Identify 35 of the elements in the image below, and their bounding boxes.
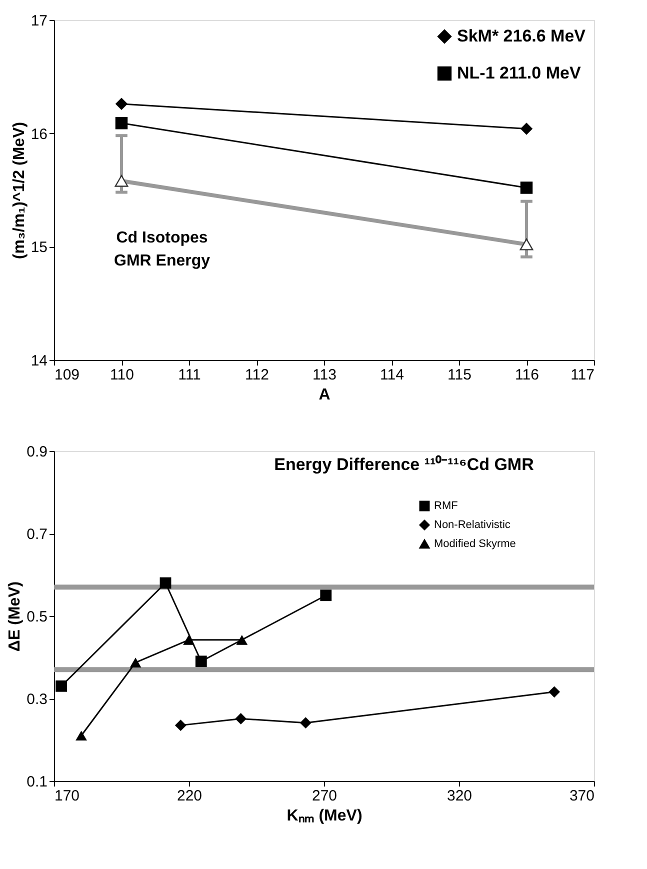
x-tick-label: 113 (312, 366, 336, 384)
y-tick-label: 0.3 (26, 691, 48, 708)
x-tick-label: 320 (446, 788, 472, 804)
annotation: GMR Energy (114, 252, 210, 270)
y-tick-label: 14 (30, 352, 48, 370)
annotation: Cd Isotopes (116, 230, 208, 247)
y-tick-label: 16 (30, 126, 48, 143)
legend-label: SkM* 216.6 MeV (457, 26, 586, 46)
x-axis-title: A (318, 386, 331, 404)
x-tick-label: 220 (176, 788, 202, 804)
x-tick-label: 114 (380, 366, 404, 384)
x-tick-label: 111 (178, 366, 201, 384)
x-tick-label: 116 (515, 366, 539, 384)
y-axis-title: (m₃/m₁)^1/2 (MeV) (10, 122, 28, 260)
y-tick-label: 0.7 (26, 526, 48, 543)
x-tick-label: 117 (570, 366, 594, 384)
x-tick-label: 170 (54, 788, 80, 804)
x-tick-label: 270 (312, 788, 338, 804)
x-tick-label: 115 (448, 366, 472, 384)
y-tick-label: 0.5 (26, 608, 48, 626)
x-tick-label: 109 (54, 366, 80, 384)
y-tick-label: 15 (30, 239, 48, 256)
x-tick-label: 110 (110, 366, 134, 384)
y-tick-label: 17 (30, 12, 48, 30)
legend-label: NL-1 211.0 MeV (457, 64, 582, 82)
y-tick-label: 0.9 (26, 444, 48, 460)
x-axis-title: Kₙₘ (MeV) (286, 808, 362, 824)
legend-label: RMF (434, 500, 458, 512)
legend-label: Modified Skyrme (434, 538, 516, 550)
y-tick-label: 0.1 (26, 774, 48, 790)
x-tick-label: 112 (245, 366, 269, 384)
y-axis-title: ΔE (MeV) (6, 581, 24, 652)
legend-label: Non-Relativistic (434, 519, 511, 531)
x-tick-label: 370 (569, 788, 594, 804)
chart-title: Energy Difference ¹¹⁰⁻¹¹⁶Cd GMR (274, 455, 534, 474)
